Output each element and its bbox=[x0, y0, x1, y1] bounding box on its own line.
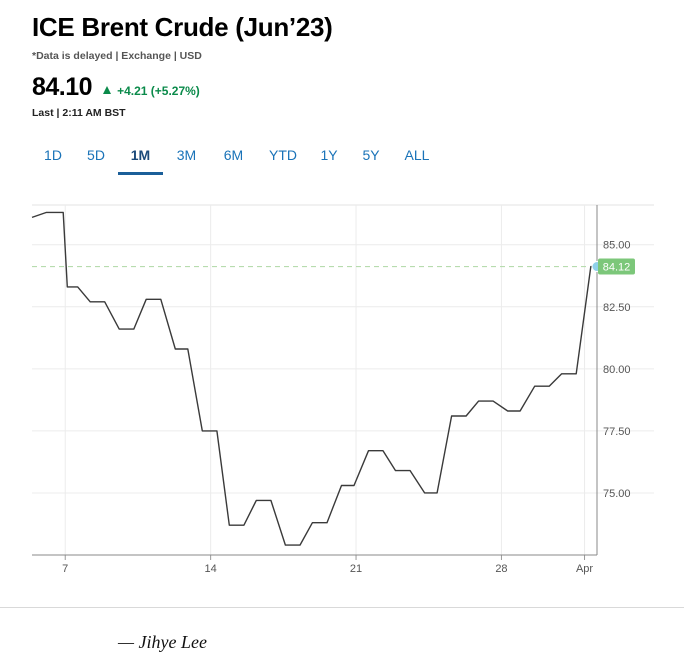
tab-all[interactable]: ALL bbox=[404, 147, 430, 163]
tab-1d[interactable]: 1D bbox=[44, 147, 62, 163]
tab-ytd[interactable]: YTD bbox=[269, 147, 297, 163]
page-title: ICE Brent Crude (Jun’23) bbox=[32, 12, 333, 42]
price-change-value: +4.21 (+5.27%) bbox=[117, 84, 200, 98]
y-tick-label: 85.00 bbox=[603, 240, 631, 252]
divider bbox=[0, 607, 684, 608]
up-arrow-icon bbox=[103, 86, 112, 94]
y-tick-label: 77.50 bbox=[603, 426, 631, 438]
last-updated: Last | 2:11 AM BST bbox=[32, 107, 126, 119]
attribution: — Jihye Lee bbox=[118, 632, 207, 652]
x-tick-label: 7 bbox=[62, 563, 68, 575]
y-tick-label: 82.50 bbox=[603, 302, 631, 314]
price-chart[interactable]: 85.00 82.50 80.00 77.50 75.00 7 14 21 28 Apr 84.12 bbox=[0, 195, 684, 585]
tab-6m[interactable]: 6M bbox=[223, 147, 244, 163]
tab-5d[interactable]: 5D bbox=[87, 147, 105, 163]
tab-5y[interactable]: 5Y bbox=[362, 147, 380, 163]
x-tick-label: 28 bbox=[495, 563, 507, 575]
current-price-badge-label: 84.12 bbox=[603, 262, 631, 274]
y-tick-label: 80.00 bbox=[603, 364, 631, 376]
price-line bbox=[31, 211, 597, 546]
x-tick-label: 21 bbox=[350, 563, 362, 575]
current-price-badge bbox=[598, 258, 635, 275]
range-tabs: 1D 5D 1M 3M 6M YTD 1Y 5Y ALL bbox=[32, 138, 441, 175]
tab-1y[interactable]: 1Y bbox=[320, 147, 338, 163]
tab-1m[interactable]: 1M bbox=[118, 138, 163, 175]
data-delay-note: *Data is delayed | Exchange | USD bbox=[32, 50, 202, 62]
price-change: +4.21 (+5.27%) bbox=[103, 84, 200, 98]
quote-row: 84.10 +4.21 (+5.27%) bbox=[32, 73, 200, 102]
x-tick-label: Apr bbox=[576, 563, 593, 575]
y-tick-label: 75.00 bbox=[603, 488, 631, 500]
last-price: 84.10 bbox=[32, 73, 93, 101]
x-tick-label: 14 bbox=[205, 563, 217, 575]
tab-3m[interactable]: 3M bbox=[176, 147, 197, 163]
